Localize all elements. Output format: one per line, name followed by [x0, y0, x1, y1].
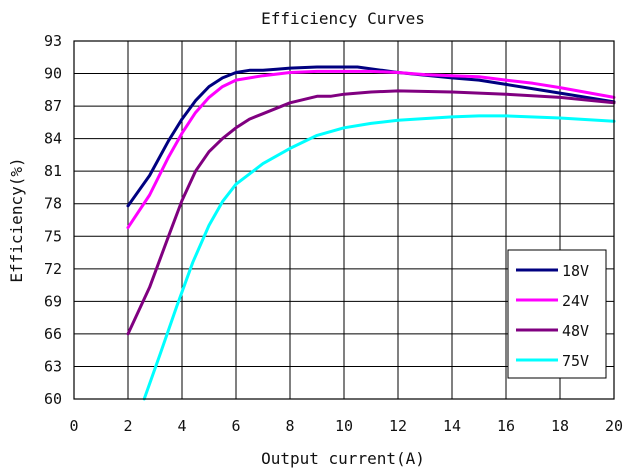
y-tick-label: 84	[44, 130, 62, 148]
y-tick-label: 81	[44, 162, 62, 180]
x-tick-label: 6	[231, 417, 240, 435]
plot-frame	[73, 40, 615, 400]
legend-entry: 24V	[562, 292, 589, 310]
legend: 18V 24V 48V 75V	[507, 249, 607, 379]
x-tick-label: 8	[285, 417, 294, 435]
y-tick-label: 66	[44, 325, 62, 343]
y-tick-label: 87	[44, 97, 62, 115]
x-tick-label: 16	[497, 417, 515, 435]
y-tick-labels: 60 63 66 69 72 75 78 81 84 87 90 93	[44, 32, 62, 408]
x-tick-labels: 0 2 4 6 8 10 12 14 16 18 20	[69, 417, 623, 435]
x-tick-label: 14	[443, 417, 461, 435]
y-tick-label: 60	[44, 390, 62, 408]
series-line-24v	[126, 69, 616, 230]
x-tick-label: 2	[123, 417, 132, 435]
y-tick-label: 93	[44, 32, 62, 50]
x-tick-label: 12	[389, 417, 407, 435]
x-tick-label: 0	[69, 417, 78, 435]
y-tick-label: 69	[44, 292, 62, 310]
y-tick-label: 72	[44, 260, 62, 278]
y-tick-label: 63	[44, 357, 62, 375]
legend-entry: 75V	[562, 352, 589, 370]
series-lines	[126, 65, 616, 401]
x-tick-label: 10	[335, 417, 353, 435]
x-tick-label: 4	[177, 417, 186, 435]
y-axis-label: Efficiency(%)	[7, 157, 26, 282]
series-line-18v	[126, 65, 616, 208]
x-tick-label: 18	[551, 417, 569, 435]
y-tick-label: 90	[44, 65, 62, 83]
chart-title: Efficiency Curves	[261, 9, 425, 28]
legend-entry: 48V	[562, 322, 589, 340]
legend-entry: 18V	[562, 262, 589, 280]
x-tick-label: 20	[605, 417, 623, 435]
series-line-75v	[142, 114, 616, 401]
series-line-48v	[126, 89, 616, 336]
y-tick-label: 78	[44, 195, 62, 213]
x-axis-label: Output current(A)	[261, 449, 425, 468]
y-tick-label: 75	[44, 227, 62, 245]
